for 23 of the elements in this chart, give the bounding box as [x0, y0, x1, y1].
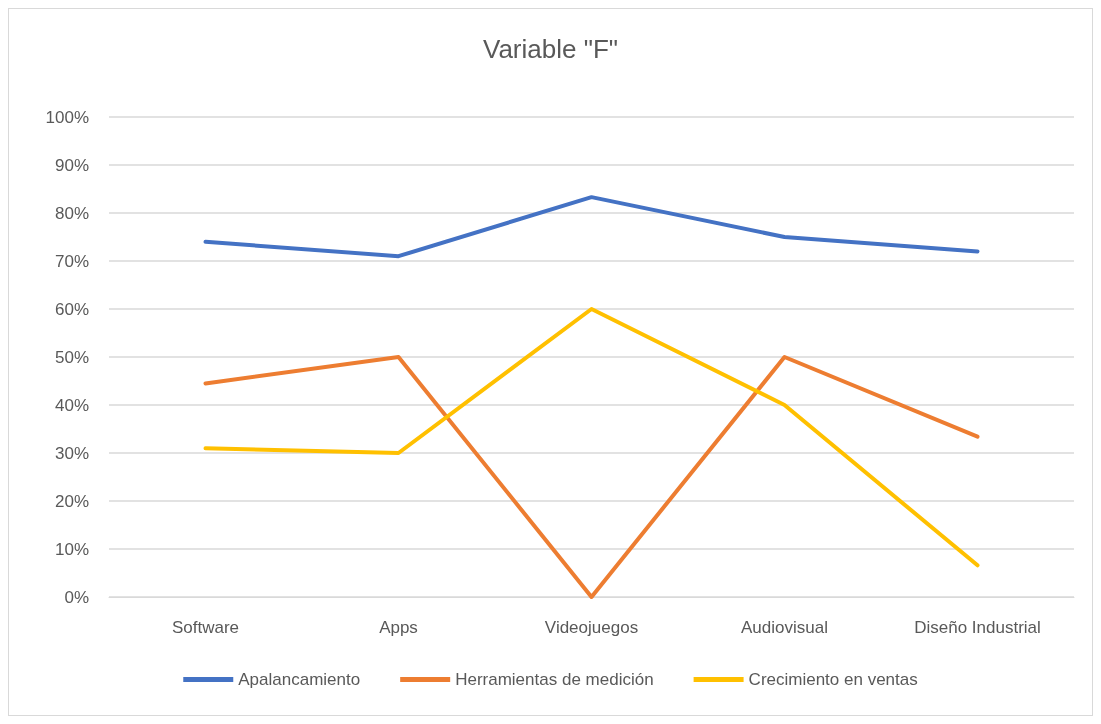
x-tick-label: Audiovisual: [741, 618, 828, 637]
y-tick-label: 30%: [54, 443, 89, 463]
y-tick-label: 60%: [54, 299, 89, 319]
y-tick-label: 70%: [54, 251, 89, 271]
y-tick-label: 80%: [54, 203, 89, 223]
line-series: [203, 355, 980, 599]
y-tick-label: 50%: [54, 347, 89, 367]
x-tick-label: Diseño Industrial: [914, 618, 1041, 637]
chart-title: Variable "F": [482, 34, 619, 64]
x-tick-label: Apps: [379, 618, 418, 637]
y-tick-label: 0%: [64, 587, 89, 607]
line-series: [203, 195, 980, 259]
legend-label: Apalancamiento: [238, 670, 361, 689]
legend-label: Crecimiento en ventas: [748, 670, 918, 689]
y-tick-label: 100%: [45, 107, 89, 127]
x-tick-label: Videojuegos: [544, 618, 639, 637]
legend-label: Herramientas de medición: [455, 670, 654, 689]
y-tick-label: 20%: [54, 491, 89, 511]
y-tick-label: 90%: [54, 155, 89, 175]
x-tick-label: Software: [171, 618, 240, 637]
y-tick-label: 10%: [54, 539, 89, 559]
y-tick-label: 40%: [54, 395, 89, 415]
line-series: [203, 307, 980, 568]
